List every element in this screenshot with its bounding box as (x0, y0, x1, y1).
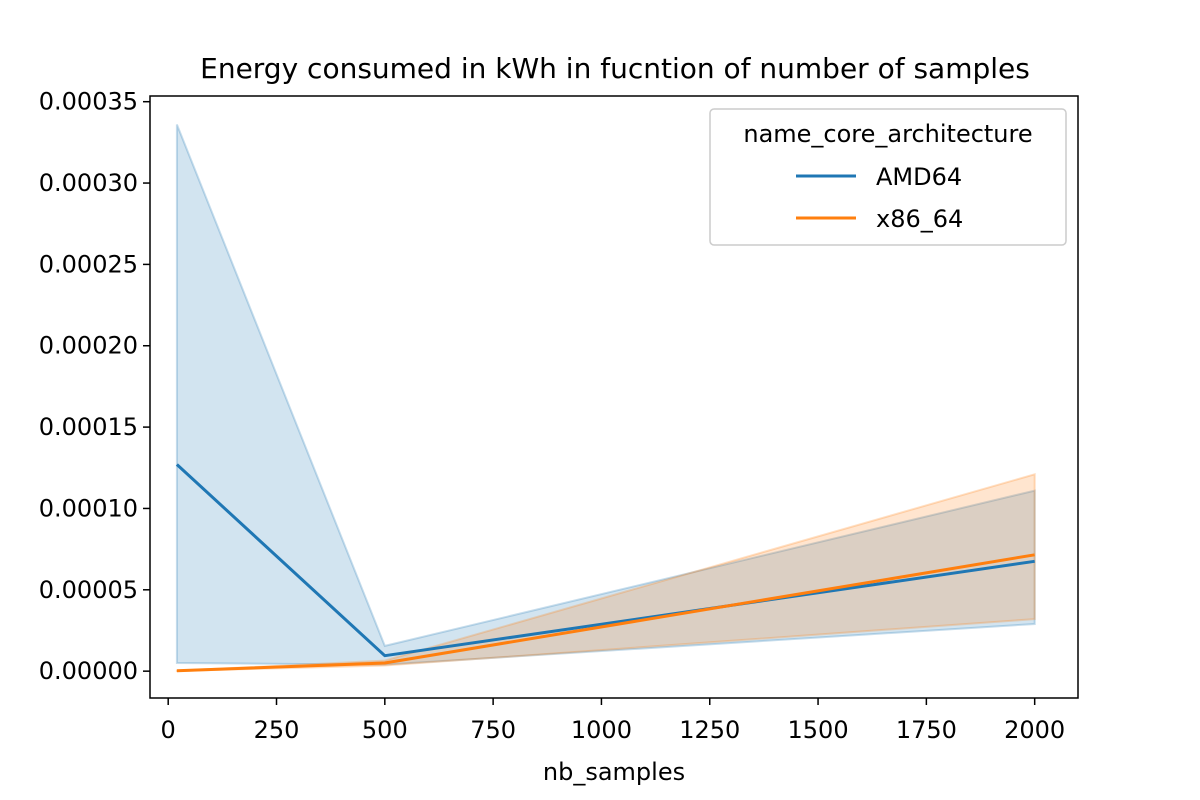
x-axis-label: nb_samples (543, 758, 685, 786)
x-tick-label: 1000 (571, 716, 632, 744)
ci-band-1 (175, 472, 1036, 673)
y-tick-label: 0.00030 (39, 169, 138, 197)
x-tick-label: 250 (254, 716, 300, 744)
chart-title: Energy consumed in kWh in fucntion of nu… (200, 52, 1030, 85)
legend: name_core_architecture AMD64 x86_64 (709, 108, 1067, 246)
x-tick-label: 500 (362, 716, 408, 744)
y-tick-label: 0.00020 (39, 332, 138, 360)
y-tick-label: 0.00005 (39, 576, 138, 604)
x-tick-label: 0 (161, 716, 176, 744)
legend-label-0: AMD64 (876, 163, 962, 191)
x-tick-label: 2000 (1004, 716, 1065, 744)
y-tick-label: 0.00035 (39, 88, 138, 116)
y-tick-label: 0.00025 (39, 250, 138, 278)
y-tick-label: 0.00015 (39, 413, 138, 441)
ci-band-0 (175, 124, 1036, 666)
x-tick-label: 1250 (679, 716, 740, 744)
plot-area (175, 124, 1036, 673)
series-line-1 (176, 553, 1035, 673)
plot-frame (149, 95, 1079, 699)
series-line-0 (175, 463, 1035, 658)
y-axis: 0.00000 0.00005 0.00010 0.00015 0.00020 0.000… (39, 88, 150, 685)
x-tick-label: 1750 (896, 716, 957, 744)
legend-label-1: x86_64 (876, 205, 963, 233)
x-tick-label: 750 (470, 716, 516, 744)
y-tick-label: 0.00010 (39, 494, 138, 522)
legend-box (709, 108, 1067, 246)
y-tick-label: 0.00000 (39, 657, 138, 685)
x-axis: 0 250 500 750 1000 1250 1500 1750 2000 (161, 698, 1065, 744)
x-tick-label: 1500 (788, 716, 849, 744)
legend-title: name_core_architecture (743, 120, 1032, 148)
